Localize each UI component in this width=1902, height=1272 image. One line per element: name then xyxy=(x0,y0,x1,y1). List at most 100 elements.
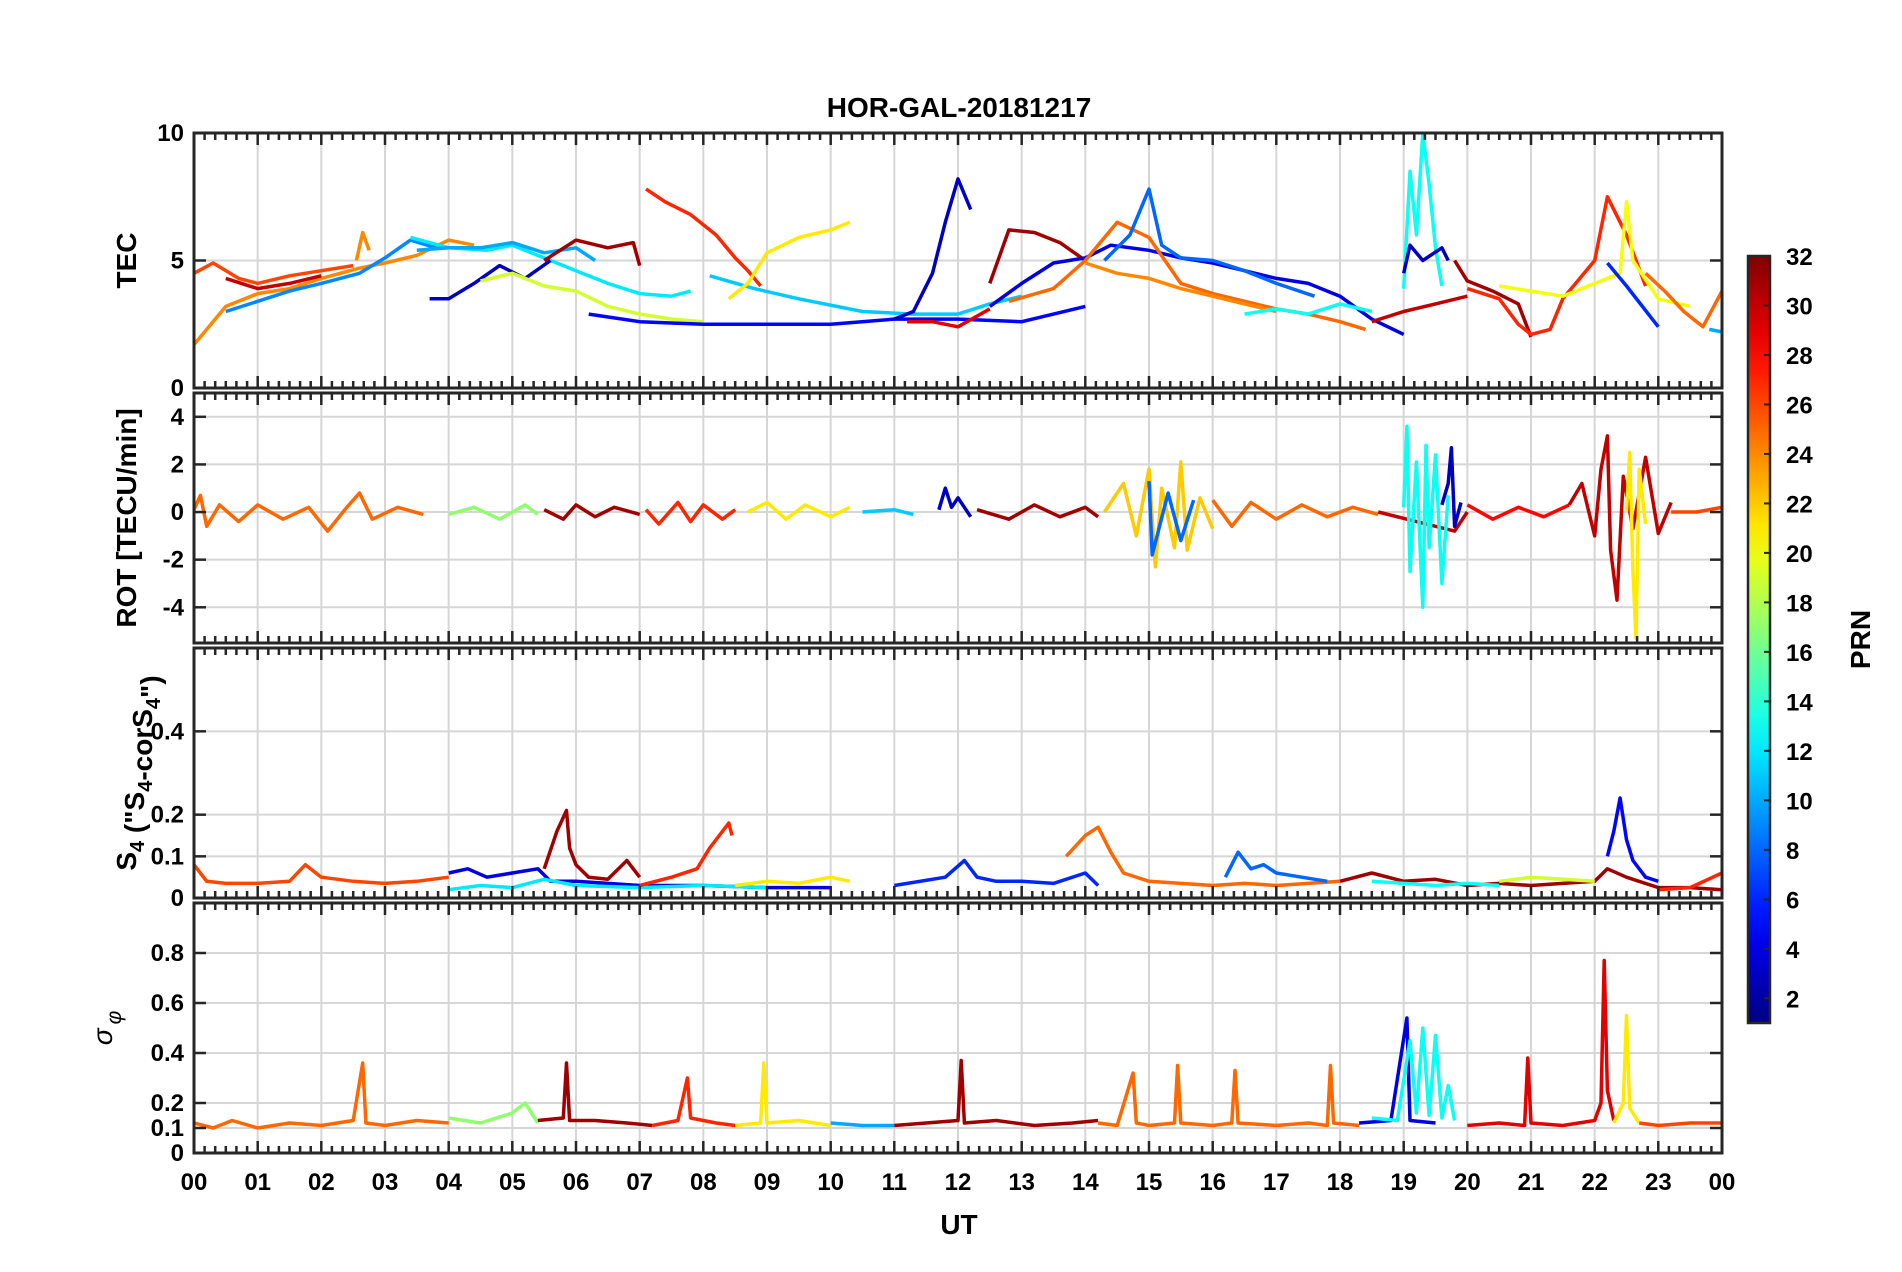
x-tick-label: 06 xyxy=(563,1169,590,1196)
panel-sigma: 00.10.2 0.4 0.6 0.8 σφ xyxy=(87,901,1724,1167)
x-tick-label: 07 xyxy=(626,1169,653,1196)
y-tick-label-s4: 0.4 xyxy=(151,718,185,745)
y-tick-label-tec: 10 xyxy=(157,120,184,147)
x-tick-label: 00 xyxy=(1709,1169,1736,1196)
x-tick-label: 19 xyxy=(1390,1169,1417,1196)
series-line-sigma-prn21 xyxy=(1612,1013,1641,1124)
colorbar-tick-label: 14 xyxy=(1786,689,1813,716)
colorbar-tick-label: 26 xyxy=(1786,392,1813,419)
x-tick-label: 20 xyxy=(1454,1169,1481,1196)
series-line-sigma-prn21 xyxy=(735,1061,831,1128)
colorbar-tick-label: 4 xyxy=(1786,937,1800,964)
series-group-s4 xyxy=(194,796,1722,892)
y-axis-label-rot: ROT [TECU/min] xyxy=(111,408,142,627)
label-part: S xyxy=(111,852,142,871)
y-axis-label-tec: TEC xyxy=(111,233,142,289)
colorbar-frame xyxy=(1746,254,1772,1025)
series-line-s4-prn5 xyxy=(1605,796,1659,883)
x-tick-label: 01 xyxy=(244,1169,271,1196)
series-line-tec-prn19 xyxy=(480,271,704,324)
y-axis-label-s4: S4 ("S4-corS4") xyxy=(111,675,166,870)
series-line-tec-prn13 xyxy=(1401,133,1444,289)
y-tick-label-sigma: 0.6 xyxy=(151,990,184,1017)
series-line-tec-prn3 xyxy=(429,259,552,301)
colorbar-tick-label: 8 xyxy=(1786,838,1799,865)
series-line-sigma-prn25 xyxy=(1097,1063,1360,1128)
series-line-s4-prn26 xyxy=(194,862,449,886)
label-part: -corS xyxy=(127,709,158,781)
series-line-s4-prn21 xyxy=(734,875,851,888)
axes-frame-rot xyxy=(192,391,1724,645)
series-line-rot-prn21 xyxy=(747,500,851,521)
series-line-rot-prn17 xyxy=(448,503,539,521)
series-line-sigma-prn29 xyxy=(1467,958,1616,1128)
y-tick-label-rot: -2 xyxy=(163,547,184,574)
series-line-s4-prn31 xyxy=(1339,867,1722,892)
colorbar-tick-label: 24 xyxy=(1786,442,1813,469)
axes-frame-s4 xyxy=(192,646,1724,900)
axes-frame-sigma xyxy=(192,901,1724,1155)
series-line-rot-prn30 xyxy=(1377,510,1469,533)
series-line-sigma-prn31 xyxy=(537,1061,653,1128)
series-line-tec-prn31 xyxy=(988,228,1087,284)
y-tick-label-rot: 0 xyxy=(171,499,184,526)
x-axis-label: UT xyxy=(940,1209,977,1240)
y-tick-label-sigma: 0.8 xyxy=(151,940,184,967)
y-tick-label-sigma: 0 xyxy=(171,1140,184,1167)
colorbar-tick-label: 12 xyxy=(1786,739,1813,766)
x-tick-label: 21 xyxy=(1518,1169,1545,1196)
x-tick-label: 15 xyxy=(1136,1169,1163,1196)
series-line-sigma-prn4 xyxy=(1358,1016,1436,1125)
phi-subscript: φ xyxy=(103,1010,126,1024)
series-line-tec-prn27 xyxy=(645,187,762,288)
series-line-tec-prn8 xyxy=(1103,187,1316,298)
series-line-s4-prn12 xyxy=(448,877,768,892)
series-line-sigma-prn26 xyxy=(1638,1121,1722,1128)
series-line-tec-prn10 xyxy=(416,240,597,262)
colorbar-tick-label: 32 xyxy=(1786,244,1813,271)
subscript: 4 xyxy=(135,780,157,792)
y-tick-label-s4: 0 xyxy=(171,885,184,912)
x-tick-label: 08 xyxy=(690,1169,717,1196)
x-tick-label: 10 xyxy=(817,1169,844,1196)
y-tick-label-s4: 0.2 xyxy=(151,802,184,829)
colorbar-gradient xyxy=(1748,256,1770,1023)
series-line-tec-prn3 xyxy=(1401,243,1450,274)
series-group-rot xyxy=(194,424,1722,640)
subscript: 4 xyxy=(143,697,165,709)
x-tick-label: 13 xyxy=(1008,1169,1035,1196)
series-line-tec-prn30 xyxy=(225,274,322,291)
series-line-rot-prn25 xyxy=(1211,499,1379,529)
x-tick-label: 22 xyxy=(1581,1169,1608,1196)
x-tick-label: 09 xyxy=(754,1169,781,1196)
series-line-tec-prn21 xyxy=(727,220,851,301)
y-tick-label-rot: -4 xyxy=(163,594,185,621)
x-tick-label: 11 xyxy=(882,1169,907,1196)
subscript: 4 xyxy=(127,840,149,852)
series-line-rot-prn3 xyxy=(1440,446,1463,529)
series-line-s4-prn31 xyxy=(542,808,642,882)
x-tick-label: 03 xyxy=(372,1169,399,1196)
colorbar-tick-label: 2 xyxy=(1786,986,1799,1013)
colorbar-tick-label: 20 xyxy=(1786,541,1813,568)
x-tick-label: 12 xyxy=(945,1169,972,1196)
series-line-sigma-prn31 xyxy=(894,1058,1099,1128)
series-line-tec-prn10 xyxy=(1708,327,1722,334)
series-line-rot-prn26 xyxy=(1671,505,1722,514)
series-line-sigma-prn13 xyxy=(1371,1026,1457,1123)
x-tick-label: 23 xyxy=(1645,1169,1672,1196)
series-line-tec-prn3 xyxy=(893,177,973,321)
series-line-rot-prn22 xyxy=(1102,460,1215,569)
series-line-tec-prn31 xyxy=(1453,259,1533,338)
series-line-s4-prn27 xyxy=(1658,871,1722,892)
y-tick-label-rot: 2 xyxy=(171,451,184,478)
colorbar-tick-label: 18 xyxy=(1786,590,1813,617)
series-line-tec-prn5 xyxy=(588,304,1086,327)
series-line-s4-prn13 xyxy=(1371,879,1500,888)
series-group-sigma xyxy=(194,958,1722,1130)
x-tick-label: 18 xyxy=(1327,1169,1354,1196)
series-line-rot-prn8 xyxy=(1147,481,1196,557)
